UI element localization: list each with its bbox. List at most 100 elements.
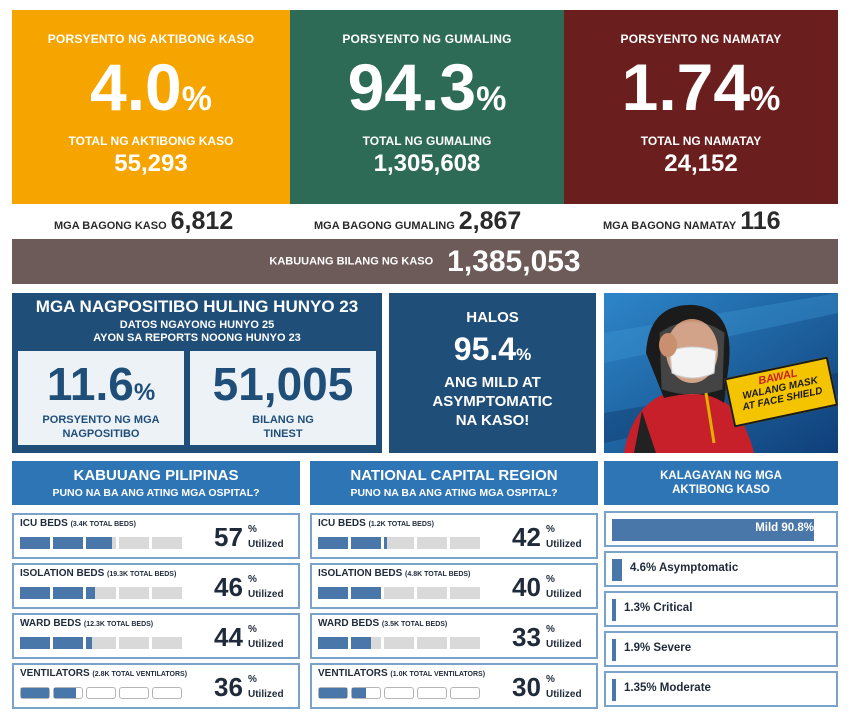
utilized-caption: Utilized: [248, 589, 284, 600]
fill: [86, 587, 95, 599]
recovered-percent-label: PORSYENTO NG GUMALING: [342, 32, 512, 46]
bed-icon: [152, 587, 182, 599]
bed-icon: [119, 587, 149, 599]
utilization-total: (19.3K TOTAL BEDS): [107, 571, 177, 578]
utilization-percent: 40% Utilized: [512, 572, 588, 604]
utilized-caption: Utilized: [546, 589, 582, 600]
percent-sign: %: [248, 524, 257, 535]
utilization-percent: 36% Utilized: [214, 672, 290, 704]
status-row: 1.9% Severe: [604, 631, 838, 667]
fill: [54, 688, 77, 698]
utilization-total: (3.4K TOTAL BEDS): [70, 521, 136, 528]
utilization-name: ISOLATION BEDS (4.8K TOTAL BEDS): [318, 568, 470, 579]
active-percent-value: 4.0%: [90, 50, 212, 124]
positivity-title: MGA NAGPOSITIBO HULING HUNYO 23: [35, 297, 359, 316]
utilization-percent-value: 44: [214, 622, 243, 652]
active-percent-label: PORSYENTO NG AKTIBONG KASO: [47, 32, 255, 46]
fill: [318, 637, 348, 649]
utilization-name: WARD BEDS (3.5K TOTAL BEDS): [318, 618, 447, 629]
bed-icon: [20, 537, 50, 549]
utilization-row: VENTILATORS (2.8K TOTAL VENTILATORS) 36% U…: [12, 663, 300, 709]
positivity-subtitle: DATOS NGAYONG HUNYO 25 AYON SA REPORTS N…: [93, 319, 301, 344]
status-bar: [612, 639, 616, 661]
hospital-header-ncr: NATIONAL CAPITAL REGION PUNO NA BA ANG A…: [310, 461, 598, 505]
utilization-type: WARD BEDS: [318, 618, 382, 629]
fill: [20, 637, 50, 649]
utilization-total: (4.8K TOTAL BEDS): [405, 571, 471, 578]
bed-icon: [119, 637, 149, 649]
utilization-total: (12.3K TOTAL BEDS): [83, 621, 154, 628]
utilization-name: ICU BEDS (3.4K TOTAL BEDS): [20, 518, 136, 529]
tested-caption: BILANG NG TINEST: [252, 414, 314, 440]
tested-card: 51,005 BILANG NG TINEST: [190, 351, 376, 445]
bed-icon: [417, 537, 447, 549]
status-row: Mild 90.8%: [604, 511, 838, 547]
bed-icons: [318, 535, 493, 551]
ventilator-icon: [20, 687, 50, 699]
bed-icons: [20, 535, 195, 551]
utilization-row: ICU BEDS (3.4K TOTAL BEDS) 57% Utilized: [12, 513, 300, 559]
status-bar: [612, 559, 622, 581]
fill: [86, 537, 112, 549]
bed-icon: [119, 537, 149, 549]
ventilator-icon: [318, 687, 348, 699]
new-cases-label: MGA BAGONG KASO: [54, 220, 167, 232]
mild-halos: HALOS: [466, 309, 519, 326]
utilized-caption: Utilized: [546, 539, 582, 550]
mask-reminder-photo: BAWAL WALANG MASK AT FACE SHIELD: [604, 293, 838, 453]
utilization-percent-value: 42: [512, 522, 541, 552]
bed-icon: [152, 637, 182, 649]
percent-sign: %: [546, 524, 555, 535]
utilized-caption: Utilized: [248, 539, 284, 550]
bed-icons: [318, 585, 493, 601]
fill: [351, 587, 381, 599]
positivity-rate-value: 11.6%: [46, 358, 156, 410]
new-recovered: MGA BAGONG GUMALING 2,867: [314, 207, 521, 235]
utilization-row: VENTILATORS (1.0K TOTAL VENTILATORS) 30% U…: [310, 663, 598, 709]
utilization-percent-value: 30: [512, 672, 541, 702]
utilization-total: (2.8K TOTAL VENTILATORS): [92, 671, 188, 678]
hospital-subtitle: PUNO NA BA ANG ATING MGA OSPITAL?: [52, 487, 260, 499]
new-recovered-label: MGA BAGONG GUMALING: [314, 220, 455, 232]
utilization-type: ICU BEDS: [20, 518, 71, 529]
utilization-type: WARD BEDS: [20, 618, 84, 629]
fill: [20, 587, 50, 599]
bed-icon: [53, 587, 83, 599]
active-total-value: 55,293: [114, 150, 188, 177]
status-bar: [612, 599, 616, 621]
fill: [20, 537, 50, 549]
status-row: 1.35% Moderate: [604, 671, 838, 707]
bed-icon: [86, 537, 116, 549]
bed-icon: [86, 637, 116, 649]
bed-icons: [20, 635, 195, 651]
utilization-name: VENTILATORS (2.8K TOTAL VENTILATORS): [20, 668, 187, 679]
hospital-panel-ncr: NATIONAL CAPITAL REGION PUNO NA BA ANG A…: [310, 461, 598, 711]
fill: [351, 537, 381, 549]
bed-icon: [417, 587, 447, 599]
utilization-total: (3.5K TOTAL BEDS): [381, 621, 448, 628]
bed-icon: [351, 587, 381, 599]
new-cases: MGA BAGONG KASO 6,812: [54, 207, 233, 235]
new-cases-value: 6,812: [170, 207, 234, 235]
bed-icons: [20, 585, 195, 601]
bed-icon: [351, 637, 381, 649]
fill: [21, 688, 49, 698]
ventilator-icon: [384, 687, 414, 699]
percent-sign: %: [248, 674, 257, 685]
bed-icon: [450, 537, 480, 549]
hospital-header-philippines: KABUUANG PILIPINAS PUNO NA BA ANG ATING …: [12, 461, 300, 505]
utilized-caption: Utilized: [546, 639, 582, 650]
bed-icon: [53, 637, 83, 649]
hospital-title: KABUUANG PILIPINAS: [73, 467, 239, 484]
recovered-total-label: TOTAL NG GUMALING: [362, 134, 492, 148]
bed-icon: [53, 537, 83, 549]
status-label: Mild 90.8%: [755, 522, 814, 534]
fill: [53, 587, 83, 599]
percent-sign: %: [248, 574, 257, 585]
utilization-percent: 46% Utilized: [214, 572, 290, 604]
utilization-name: ISOLATION BEDS (19.3K TOTAL BEDS): [20, 568, 176, 579]
percent-sign: %: [546, 674, 555, 685]
bed-icon: [318, 637, 348, 649]
bed-icon: [86, 587, 116, 599]
active-total-label: TOTAL NG AKTIBONG KASO: [68, 134, 234, 148]
